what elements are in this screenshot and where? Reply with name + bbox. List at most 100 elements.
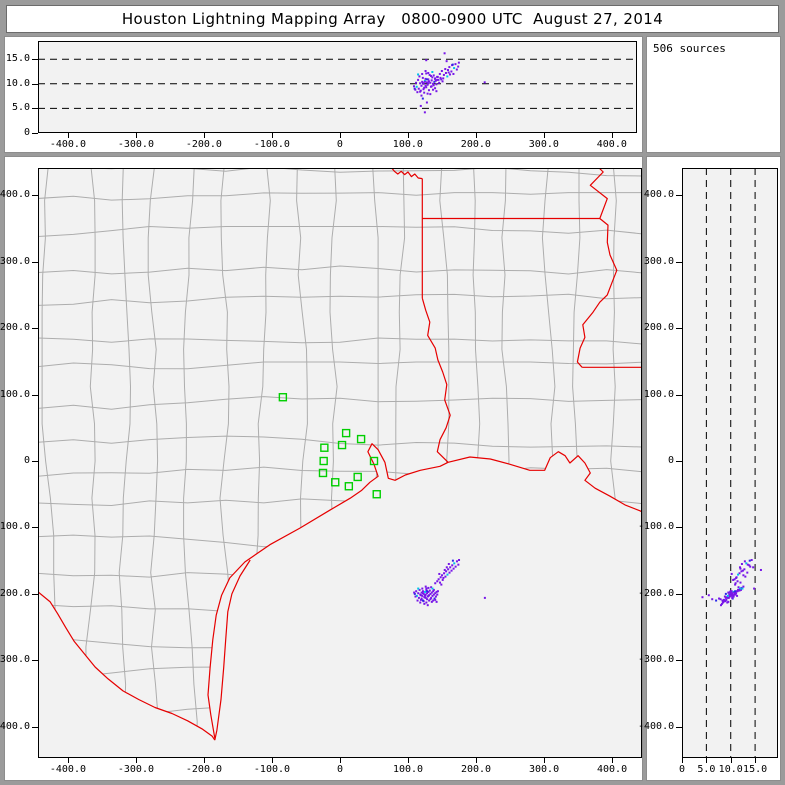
axis-tick <box>32 660 38 662</box>
axis-tick <box>203 133 205 138</box>
axis-tick <box>32 593 38 595</box>
state-boundaries <box>38 168 642 741</box>
title-bar: Houston Lightning Mapping Array 0800-090… <box>6 5 779 33</box>
tick-label: 0 <box>336 764 344 775</box>
altitude-ew-plot[interactable] <box>38 41 637 133</box>
rio-grande <box>38 591 216 741</box>
lma-stations <box>278 393 381 499</box>
tick-label: 0 <box>336 139 343 150</box>
axis-tick <box>676 261 682 263</box>
tick-label: -400.0 <box>49 764 86 775</box>
axis-tick <box>676 328 682 330</box>
tick-label: -400.0 <box>0 720 30 732</box>
axis-tick <box>408 758 410 763</box>
tick-label: 100.0 <box>0 388 30 400</box>
tick-label: 15.0 <box>5 53 30 65</box>
gulf-coast <box>207 443 642 739</box>
sabine-river <box>421 298 451 463</box>
tick-label: 300.0 <box>643 255 674 267</box>
tick-label: -300.0 <box>0 654 30 666</box>
axis-tick <box>203 758 205 763</box>
axis-tick <box>407 133 409 138</box>
axis-tick <box>730 758 732 763</box>
axis-tick <box>476 758 478 763</box>
tick-label: 400.0 <box>597 764 628 775</box>
tick-label: 400.0 <box>0 189 30 201</box>
tick-label: -200.0 <box>638 587 675 599</box>
tick-label: 200.0 <box>643 322 674 334</box>
tick-label: -400.0 <box>638 720 675 732</box>
tick-label: 200.0 <box>0 322 30 334</box>
tick-label: 0 <box>23 127 30 138</box>
tick-label: 0 <box>678 764 686 775</box>
padre-island <box>214 559 251 741</box>
axis-tick <box>32 328 38 330</box>
tick-label: 100.0 <box>392 764 424 775</box>
tick-label: 0 <box>667 455 674 466</box>
axis-tick <box>475 133 477 138</box>
axis-tick <box>32 461 38 462</box>
tick-label: -200.0 <box>185 139 222 150</box>
tick-label: -100.0 <box>253 764 291 775</box>
axis-tick <box>676 726 682 728</box>
lightning-sources-ew <box>412 52 486 114</box>
tick-label: 400.0 <box>596 139 627 150</box>
tick-label: 200.0 <box>460 139 491 150</box>
altitude-reference-lines <box>38 58 637 109</box>
axis-tick <box>32 133 38 134</box>
axis-tick <box>32 726 38 728</box>
axis-tick <box>67 133 69 138</box>
tick-label: -100.0 <box>0 521 30 533</box>
tick-label: 0 <box>23 455 30 466</box>
axis-tick <box>135 758 137 763</box>
tick-label: 300.0 <box>528 764 560 775</box>
tick-label: -300.0 <box>638 654 675 666</box>
axis-tick <box>32 59 38 61</box>
tick-label: 200.0 <box>460 764 492 775</box>
axis-tick <box>676 461 682 462</box>
axis-tick <box>135 133 137 138</box>
altitude-reference-lines <box>705 168 756 758</box>
tick-label: -200.0 <box>185 764 223 775</box>
axis-tick <box>612 758 614 763</box>
axis-tick <box>32 83 38 85</box>
axis-tick <box>706 758 708 763</box>
gulf-water-mask <box>208 443 642 758</box>
tick-label: 400.0 <box>643 189 674 201</box>
tick-label: -400.0 <box>49 139 86 150</box>
tick-label: -100.0 <box>253 139 290 150</box>
tick-label: -200.0 <box>0 587 30 599</box>
tick-label: -300.0 <box>117 764 154 775</box>
altitude-ns-plot[interactable] <box>682 168 778 758</box>
tick-label: -100.0 <box>638 521 675 533</box>
mississippi-river <box>576 168 618 368</box>
axis-tick <box>32 527 38 529</box>
axis-tick <box>676 527 682 529</box>
tick-label: 15.0 <box>743 764 768 775</box>
axis-tick <box>339 133 341 138</box>
axis-tick <box>340 758 341 763</box>
tick-label: -300.0 <box>117 139 154 150</box>
tick-label: 5.0 <box>11 102 30 114</box>
axis-tick <box>32 195 38 197</box>
axis-tick <box>271 758 273 763</box>
map-plot[interactable] <box>38 168 642 758</box>
source-count-panel: 506 sources <box>646 36 781 153</box>
axis-tick <box>755 758 757 763</box>
tick-label: 300.0 <box>528 139 559 150</box>
lightning-sources-map <box>413 559 486 607</box>
axis-tick <box>611 133 613 138</box>
axis-tick <box>32 108 38 110</box>
axis-tick <box>543 133 545 138</box>
tick-label: 10.0 <box>5 77 30 89</box>
axis-tick <box>67 758 69 763</box>
tick-label: 5.0 <box>697 764 716 775</box>
lightning-sources-ns <box>701 559 762 607</box>
source-count-label: 506 sources <box>653 42 726 55</box>
axis-tick <box>676 394 682 396</box>
axis-tick <box>32 394 38 396</box>
axis-tick <box>682 758 683 763</box>
axis-tick <box>32 261 38 263</box>
page-title: Houston Lightning Mapping Array 0800-090… <box>121 10 664 28</box>
red-river <box>391 168 423 180</box>
